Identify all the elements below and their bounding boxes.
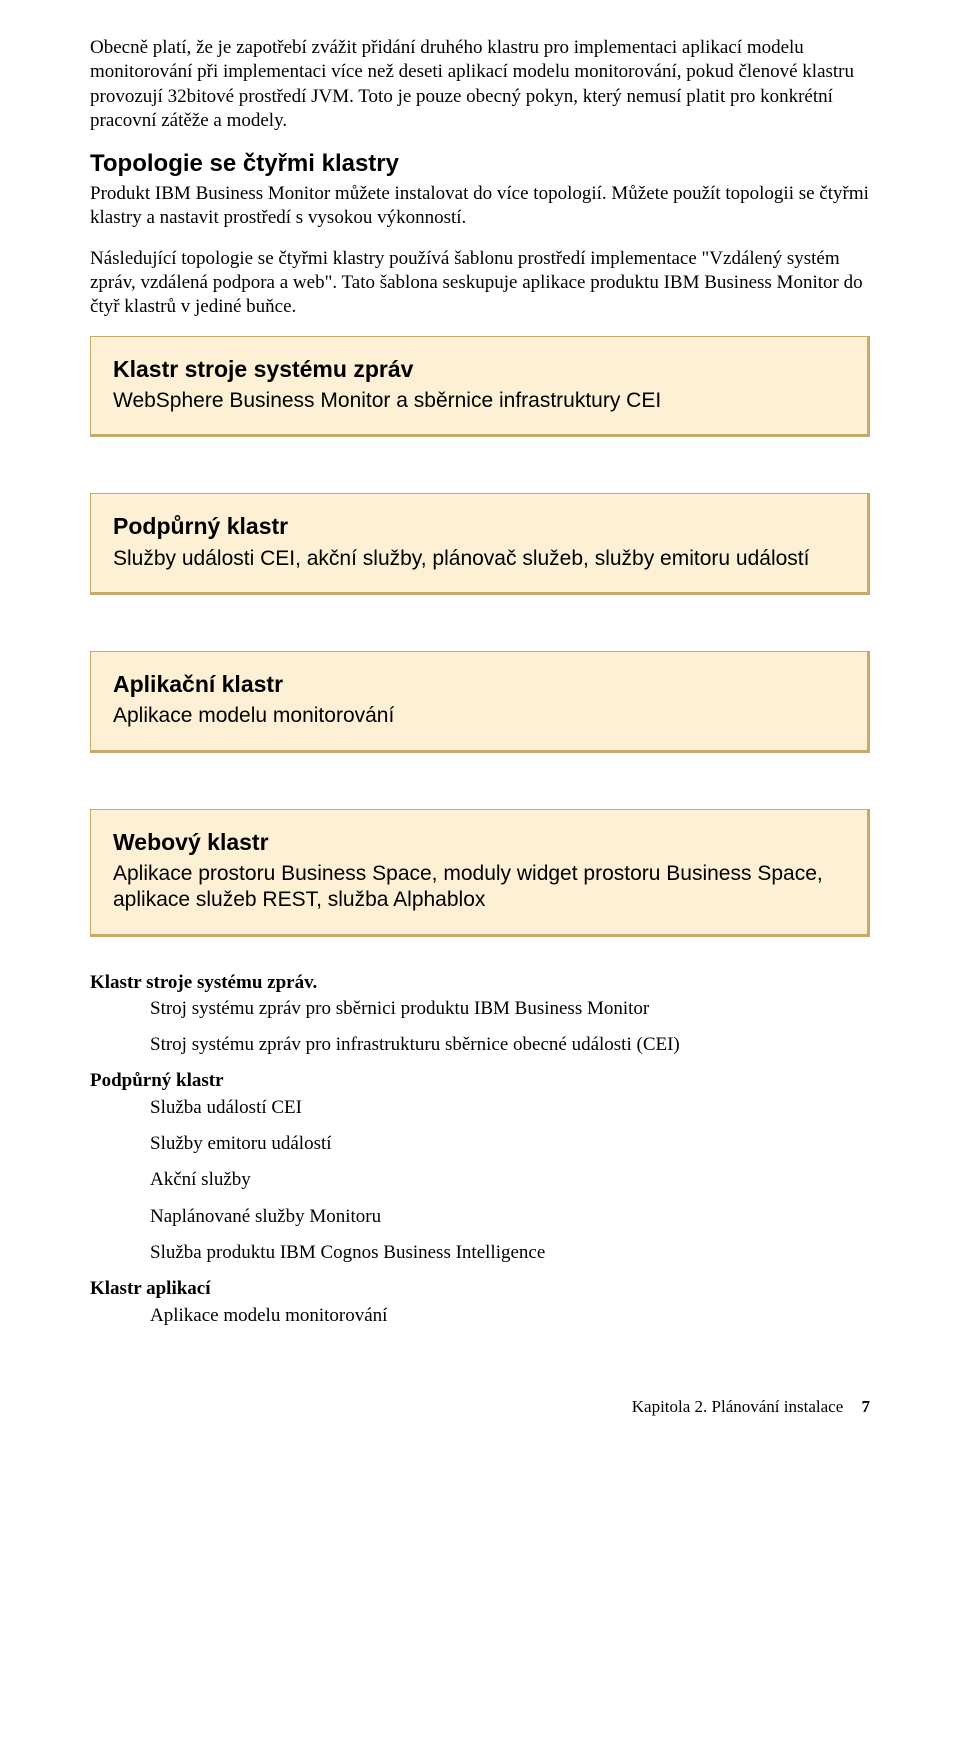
def-desc: Aplikace modelu monitorování <box>150 1304 870 1328</box>
def-desc: Stroj systému zpráv pro sběrnici produkt… <box>150 997 870 1021</box>
def-desc: Akční služby <box>150 1168 870 1192</box>
cluster-box-application: Aplikační klastr Aplikace modelu monitor… <box>90 651 870 753</box>
page-footer: Kapitola 2. Plánování instalace 7 <box>90 1396 870 1418</box>
cluster-box-body: Služby události CEI, akční služby, pláno… <box>113 546 845 572</box>
cluster-box-support: Podpůrný klastr Služby události CEI, akč… <box>90 493 870 595</box>
def-desc: Služba událostí CEI <box>150 1096 870 1120</box>
def-desc: Služba produktu IBM Cognos Business Inte… <box>150 1241 870 1265</box>
cluster-box-body: Aplikace modelu monitorování <box>113 703 845 729</box>
cluster-box-web: Webový klastr Aplikace prostoru Business… <box>90 809 870 937</box>
def-term-application: Klastr aplikací <box>90 1277 870 1301</box>
def-desc: Stroj systému zpráv pro infrastrukturu s… <box>150 1033 870 1057</box>
definition-list: Klastr stroje systému zpráv. Stroj systé… <box>90 971 870 1328</box>
def-desc: Služby emitoru událostí <box>150 1132 870 1156</box>
def-desc: Naplánované služby Monitoru <box>150 1205 870 1229</box>
cluster-box-title: Aplikační klastr <box>113 670 845 699</box>
cluster-box-title: Podpůrný klastr <box>113 512 845 541</box>
cluster-box-messaging: Klastr stroje systému zpráv WebSphere Bu… <box>90 336 870 438</box>
def-term-messaging: Klastr stroje systému zpráv. <box>90 971 870 995</box>
footer-chapter: Kapitola 2. Plánování instalace <box>632 1397 844 1416</box>
footer-page-number: 7 <box>862 1397 871 1416</box>
section-heading: Topologie se čtyřmi klastry <box>90 149 870 180</box>
def-term-support: Podpůrný klastr <box>90 1069 870 1093</box>
cluster-box-body: Aplikace prostoru Business Space, moduly… <box>113 861 845 914</box>
cluster-box-title: Webový klastr <box>113 828 845 857</box>
section-paragraph-2: Následující topologie se čtyřmi klastry … <box>90 247 870 320</box>
cluster-box-title: Klastr stroje systému zpráv <box>113 355 845 384</box>
section-paragraph-1: Produkt IBM Business Monitor můžete inst… <box>90 182 870 231</box>
intro-paragraph: Obecně platí, že je zapotřebí zvážit při… <box>90 36 870 133</box>
cluster-box-body: WebSphere Business Monitor a sběrnice in… <box>113 388 845 414</box>
